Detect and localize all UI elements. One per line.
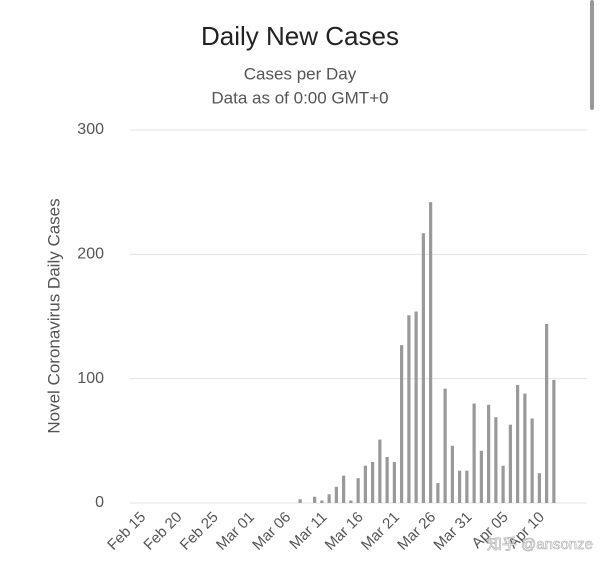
bar: [327, 494, 331, 503]
bar: [421, 233, 425, 504]
x-tick-label: Mar 11: [286, 509, 330, 553]
bar: [407, 315, 411, 503]
bar: [537, 473, 541, 503]
bar: [400, 345, 404, 503]
bar: [378, 439, 382, 503]
bar: [516, 384, 520, 503]
x-tick-label: Mar 16: [322, 509, 367, 554]
bar: [436, 483, 440, 503]
bar: [552, 379, 556, 503]
bar: [320, 500, 324, 503]
bar: [501, 465, 505, 503]
x-tick-label: Mar 31: [430, 509, 475, 554]
bar: [429, 202, 433, 503]
bar: [414, 311, 418, 503]
bar: [508, 424, 512, 503]
watermark: 知乎 @ansonze: [487, 536, 593, 553]
x-tick-label: Feb 15: [104, 509, 149, 554]
bar: [450, 445, 454, 503]
y-tick-label: 0: [95, 494, 104, 511]
bar: [298, 499, 302, 503]
x-tick-label: Feb 25: [177, 509, 222, 554]
bar: [487, 404, 491, 503]
bar: [545, 323, 549, 503]
x-tick-label: Mar 26: [394, 509, 439, 554]
bar: [479, 450, 483, 503]
y-tick-label: 100: [77, 370, 104, 387]
bar: [465, 470, 469, 503]
bar: [443, 388, 447, 503]
bar: [392, 461, 396, 503]
bar: [530, 418, 534, 503]
bar: [458, 470, 462, 503]
x-tick-label: Mar 01: [213, 509, 258, 554]
bar: [494, 417, 498, 503]
chart-subtitle: Data as of 0:00 GMT+0: [211, 88, 388, 107]
bar: [334, 486, 338, 503]
y-tick-label: 200: [77, 246, 104, 263]
x-tick-label: Mar 21: [358, 509, 403, 554]
y-axis-label: Novel Coronavirus Daily Cases: [44, 198, 63, 433]
bar: [363, 465, 367, 503]
scrollbar: [590, 0, 594, 110]
bar: [342, 475, 346, 503]
bar: [313, 496, 317, 503]
chart-subtitle: Cases per Day: [244, 64, 357, 83]
bar: [385, 456, 389, 503]
chart-title: Daily New Cases: [201, 21, 399, 51]
bar: [472, 403, 476, 503]
x-tick-label: Mar 06: [249, 509, 294, 554]
y-tick-label: 300: [77, 121, 104, 138]
bar: [349, 500, 353, 503]
x-tick-label: Feb 20: [140, 509, 185, 554]
bar: [371, 461, 375, 503]
bar: [356, 478, 360, 503]
bar: [523, 393, 527, 503]
